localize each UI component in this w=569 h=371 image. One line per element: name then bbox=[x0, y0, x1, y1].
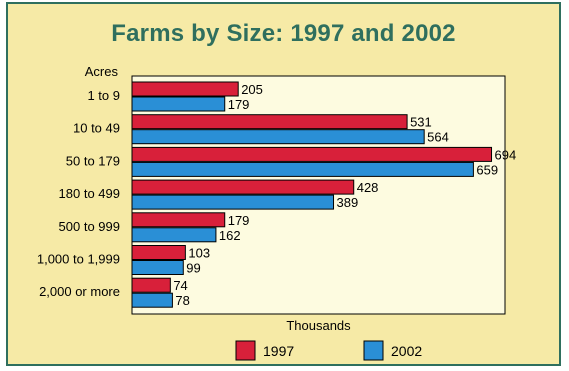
bar-1997 bbox=[131, 245, 186, 260]
bar-1997 bbox=[131, 146, 493, 162]
legend-label-2002: 2002 bbox=[391, 343, 422, 359]
category-label: 1,000 to 1,999 bbox=[37, 252, 120, 267]
data-label: 162 bbox=[219, 228, 241, 243]
category-label: 2,000 or more bbox=[39, 284, 120, 299]
bar-2002 bbox=[131, 194, 335, 210]
data-label: 78 bbox=[175, 293, 189, 308]
data-label: 564 bbox=[427, 130, 449, 145]
legend-label-1997: 1997 bbox=[263, 343, 294, 359]
data-label: 428 bbox=[357, 180, 379, 195]
bar-1997 bbox=[131, 212, 226, 228]
bar-2002 bbox=[131, 292, 173, 308]
bar-1997 bbox=[131, 277, 171, 293]
category-label: 10 to 49 bbox=[73, 121, 120, 136]
data-label: 179 bbox=[228, 97, 250, 112]
bar-2002 bbox=[131, 260, 184, 275]
data-label: 179 bbox=[228, 213, 250, 228]
bar-2002 bbox=[131, 129, 425, 145]
bar-1997 bbox=[131, 114, 408, 130]
category-label: 1 to 9 bbox=[87, 88, 120, 103]
category-label: 500 to 999 bbox=[59, 219, 120, 234]
bar-1997 bbox=[131, 179, 355, 195]
data-label: 531 bbox=[410, 115, 432, 130]
legend-swatch-2002 bbox=[363, 340, 384, 361]
category-label: 50 to 179 bbox=[66, 153, 120, 168]
category-label: 180 to 499 bbox=[59, 186, 120, 201]
data-label: 103 bbox=[188, 246, 210, 261]
data-label: 389 bbox=[337, 195, 359, 210]
data-label: 694 bbox=[495, 147, 517, 162]
data-label: 74 bbox=[173, 278, 187, 293]
data-label: 205 bbox=[241, 82, 263, 97]
bar-2002 bbox=[131, 96, 226, 112]
x-axis-title: Thousands bbox=[286, 318, 351, 333]
legend-swatch-1997 bbox=[235, 340, 256, 361]
bar-2002 bbox=[131, 161, 474, 177]
data-label: 99 bbox=[186, 261, 200, 276]
chart-title: Farms by Size: 1997 and 2002 bbox=[111, 20, 456, 47]
y-axis-title: Acres bbox=[85, 64, 119, 79]
data-label: 659 bbox=[476, 162, 498, 177]
bar-1997 bbox=[131, 81, 239, 97]
bar-2002 bbox=[131, 227, 217, 243]
chart-figure: Farms by Size: 1997 and 2002 Acres 1 to 9… bbox=[6, 2, 561, 366]
